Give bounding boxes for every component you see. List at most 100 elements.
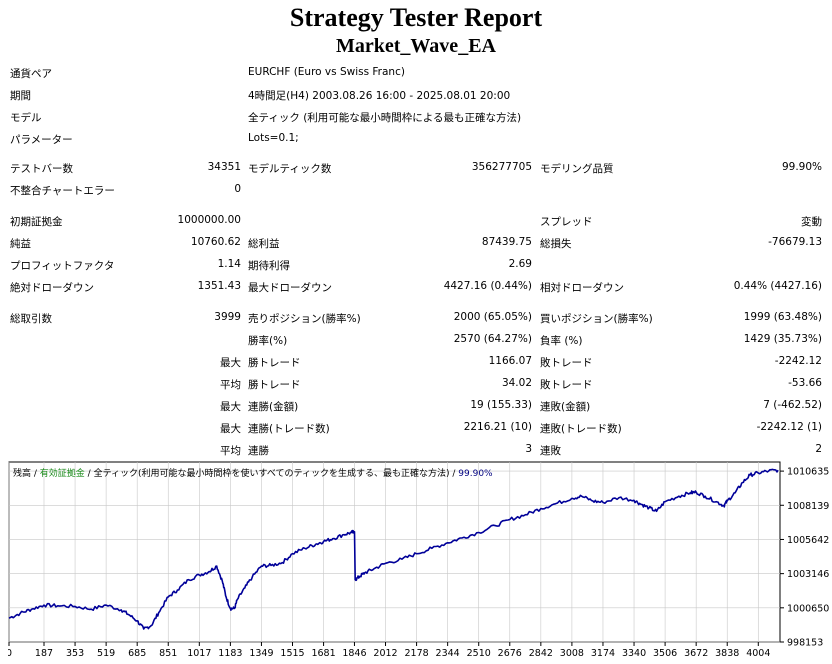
stat-label: 敗トレード	[540, 379, 593, 391]
stat-qualifier: 平均	[220, 379, 241, 391]
x-tick-label: 2510	[467, 648, 491, 659]
y-tick-label: 1010635	[787, 467, 829, 478]
legend-separator: /	[449, 469, 459, 479]
stat-value: 0.44% (4427.16)	[733, 280, 822, 292]
stat-label: 相対ドローダウン	[540, 282, 624, 294]
x-tick-label: 4004	[746, 648, 770, 659]
stat-value: 87439.75	[481, 236, 532, 248]
x-tick-label: 187	[35, 648, 53, 659]
x-tick-label: 1017	[187, 648, 211, 659]
stat-value: 1429 (35.73%)	[743, 333, 822, 345]
stat-value: 2000 (65.05%)	[453, 311, 532, 323]
chart-ticks: 0 187 353 519 685 851 1017 1183 1349 1515 1681 1846…	[8, 467, 829, 659]
stat-label: 勝トレード	[248, 379, 301, 391]
stat-label: モデルティック数	[248, 163, 332, 175]
x-tick-label: 2344	[436, 648, 460, 659]
stat-value: 356277705	[471, 161, 532, 173]
y-tick-label: 1005642	[787, 535, 829, 546]
settings-value: Lots=0.1;	[248, 132, 299, 144]
ea-name: Market_Wave_EA	[336, 35, 496, 57]
stat-value: 0	[234, 183, 241, 195]
legend-quality: 99.90%	[458, 469, 493, 479]
legend-separator: /	[84, 469, 94, 479]
stat-value: 34351	[207, 161, 241, 173]
stat-value: 19 (155.33)	[470, 399, 532, 411]
stat-label: 総損失	[540, 238, 572, 250]
stat-value: 1999 (63.48%)	[743, 311, 822, 323]
stat-value: 2216.21 (10)	[463, 421, 532, 433]
stat-label: 絶対ドローダウン	[10, 282, 94, 294]
x-tick-label: 2842	[529, 648, 553, 659]
stat-label: 負率 (%)	[540, 335, 583, 347]
x-tick-label: 2676	[498, 648, 522, 659]
stat-value: -53.66	[788, 377, 822, 389]
y-tick-label: 1000650	[787, 603, 829, 614]
stat-label: 総取引数	[10, 313, 52, 325]
stat-label: モデリング品質	[540, 163, 614, 175]
stat-label: 不整合チャートエラー	[10, 185, 115, 197]
stat-value: 34.02	[501, 377, 532, 389]
report-title: Strategy Tester Report	[289, 3, 543, 32]
stat-value: 1000000.00	[177, 214, 241, 226]
legend-equity: 有効証拠金	[39, 469, 85, 479]
y-tick-label: 998153	[787, 638, 823, 649]
x-tick-label: 851	[159, 648, 177, 659]
stat-label: 敗トレード	[540, 357, 593, 369]
x-tick-label: 3008	[560, 648, 584, 659]
stat-qualifier: 平均	[220, 445, 241, 457]
settings-value: 全ティック (利用可能な最小時間枠による最も正確な方法)	[248, 112, 522, 124]
stat-label: 連敗	[540, 445, 561, 457]
x-tick-label: 1846	[342, 648, 366, 659]
x-tick-label: 2178	[404, 648, 428, 659]
legend-model: 全ティック(利用可能な最小時間枠を使いすべてのティックを生成する、最も正確な方法…	[93, 469, 450, 479]
stat-value: 2	[815, 443, 822, 455]
stat-value: 3999	[214, 311, 241, 323]
stat-value: 4427.16 (0.44%)	[443, 280, 532, 292]
stat-value: 変動	[801, 216, 822, 228]
stat-value: 2.69	[508, 258, 532, 270]
x-tick-label: 3838	[715, 648, 739, 659]
legend-balance: 残高	[13, 469, 32, 479]
stat-value: 1351.43	[197, 280, 241, 292]
stat-label: 連勝	[248, 445, 269, 457]
chart-grid	[8, 462, 780, 643]
chart-legend: 残高 / 有効証拠金 / 全ティック(利用可能な最小時間枠を使いすべてのティック…	[13, 466, 493, 479]
settings-label: 期間	[10, 90, 31, 102]
x-tick-label: 3672	[684, 648, 708, 659]
x-tick-label: 1681	[311, 648, 335, 659]
stat-label: 最大ドローダウン	[248, 282, 332, 294]
stat-value: 10760.62	[190, 236, 241, 248]
stat-value: -2242.12	[774, 355, 822, 367]
stat-value: -76679.13	[768, 236, 822, 248]
x-tick-label: 685	[128, 648, 146, 659]
stat-label: 初期証拠金	[10, 216, 63, 228]
y-tick-label: 1003146	[787, 569, 829, 580]
x-tick-label: 3340	[622, 648, 646, 659]
stat-label: 純益	[10, 238, 31, 250]
stat-label: 売りポジション(勝率%)	[248, 313, 361, 325]
stat-value: 1166.07	[488, 355, 532, 367]
legend-separator: /	[31, 469, 40, 479]
settings-label: パラメーター	[10, 134, 73, 146]
stat-label: 勝トレード	[248, 357, 301, 369]
x-tick-label: 519	[97, 648, 115, 659]
stat-value: -2242.12 (1)	[756, 421, 822, 433]
stat-label: プロフィットファクタ	[10, 260, 115, 272]
settings-value: EURCHF (Euro vs Swiss Franc)	[248, 66, 405, 78]
stat-label: 総利益	[248, 238, 280, 250]
x-tick-label: 353	[66, 648, 84, 659]
x-tick-label: 3174	[591, 648, 615, 659]
settings-label: モデル	[10, 112, 42, 124]
stat-label: 買いポジション(勝率%)	[540, 313, 653, 325]
stat-value: 2570 (64.27%)	[453, 333, 532, 345]
stat-label: 期待利得	[248, 260, 290, 272]
y-tick-label: 1008139	[787, 501, 829, 512]
stat-label: 勝率(%)	[248, 335, 288, 347]
x-tick-label: 1183	[218, 648, 242, 659]
chart-series	[8, 468, 779, 630]
x-tick-label: 1349	[249, 648, 273, 659]
stat-label: 連敗(金額)	[540, 401, 591, 413]
stat-label: 連敗(トレード数)	[540, 423, 622, 435]
settings-value: 4時間足(H4) 2003.08.26 16:00 - 2025.08.01 2…	[248, 90, 511, 102]
stat-qualifier: 最大	[220, 423, 241, 435]
